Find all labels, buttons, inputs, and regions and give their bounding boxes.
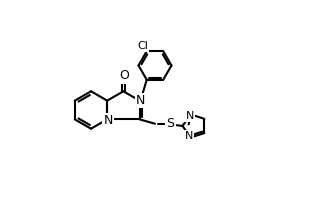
Text: S: S (166, 117, 174, 130)
Text: N: N (185, 131, 193, 141)
Text: N: N (186, 111, 194, 121)
Text: O: O (120, 69, 129, 82)
Text: Cl: Cl (137, 41, 148, 51)
Text: N: N (136, 94, 145, 107)
Text: N: N (104, 114, 113, 127)
